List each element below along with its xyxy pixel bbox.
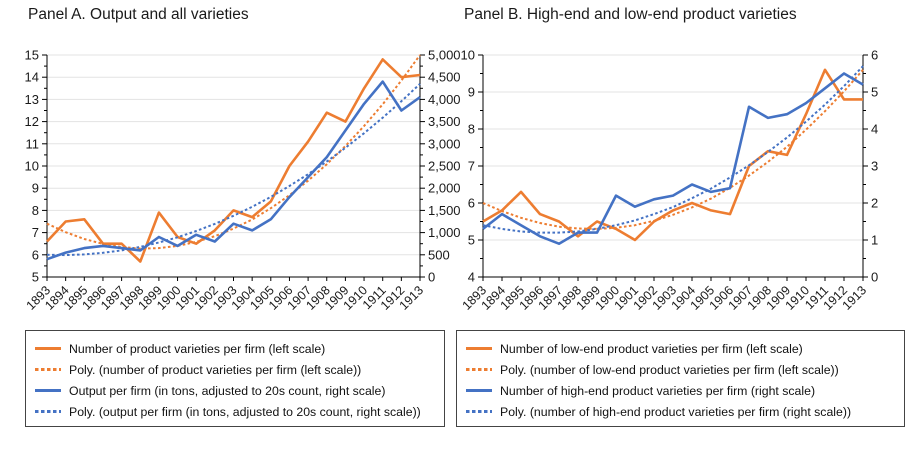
legend-label: Output per firm (in tons, adjusted to 20… <box>69 383 386 398</box>
legend-item: Poly. (output per firm (in tons, adjuste… <box>35 401 440 422</box>
panel-b-right-axis-label: 0 <box>871 270 878 285</box>
panel-b-right-axis-label: 2 <box>871 196 878 211</box>
panel-b-left-axis-label: 8 <box>468 122 475 137</box>
panel-a-right-axis-label: 3,000 <box>428 136 461 151</box>
blue-dotted-line-swatch <box>466 410 492 413</box>
panel-b-right-axis-label: 3 <box>871 159 878 174</box>
legend-item: Number of high-end product varieties per… <box>466 380 900 401</box>
legend-label: Number of high-end product varieties per… <box>500 383 816 398</box>
panel-a-series-2-solid-line <box>46 80 421 261</box>
panel-a-right-axis-label: 3,500 <box>428 114 461 129</box>
panel-b-right-axis-label: 4 <box>871 122 878 137</box>
panel-b-left-axis-label: 9 <box>468 85 475 100</box>
orange-solid-line-swatch <box>35 347 61 350</box>
panel-b-left-axis-label: 7 <box>468 159 475 174</box>
panel-a-series-0-solid-line <box>46 58 421 263</box>
panel-a-left-axis-label: 8 <box>32 203 39 218</box>
legend-label: Poly. (number of low-end product varieti… <box>500 362 839 377</box>
blue-dotted-line-swatch <box>35 410 61 413</box>
legend-item: Poly. (number of low-end product varieti… <box>466 359 900 380</box>
legend-label: Poly. (number of product varieties per f… <box>69 362 362 377</box>
panel-a-right-axis-label: 1,000 <box>428 225 461 240</box>
panel-b-series-2-solid-line <box>482 72 864 245</box>
panel-a-right-axis-label: 2,000 <box>428 181 461 196</box>
panel-a-series-1-dotted-line <box>46 54 421 250</box>
panel-b-series-1-dotted-line <box>482 69 864 230</box>
legend-label: Number of low-end product varieties per … <box>500 341 803 356</box>
panel-a-left-axis-label: 12 <box>25 114 39 129</box>
panel-a-right-axis-label: 4,000 <box>428 92 461 107</box>
legend-item: Poly. (number of high-end product variet… <box>466 401 900 422</box>
panel-b-left-axis-label: 10 <box>461 48 475 63</box>
panel-a-left-axis-label: 5 <box>32 270 39 285</box>
panel-b-series-0-solid-line <box>482 68 863 242</box>
panel-a-legend: Number of product varieties per firm (le… <box>25 330 445 427</box>
orange-solid-line-swatch <box>466 347 492 350</box>
blue-solid-line-swatch <box>466 389 492 392</box>
panel-a-right-axis-label: 2,500 <box>428 159 461 174</box>
panel-a-right-axis-label: 5,000 <box>428 48 461 63</box>
panel-a-left-axis-label: 6 <box>32 247 39 262</box>
panel-b-left-axis-label: 5 <box>468 233 475 248</box>
panel-a-right-axis-label: 1,500 <box>428 203 461 218</box>
orange-dotted-line-swatch <box>466 368 492 371</box>
panel-a-left-axis-label: 7 <box>32 225 39 240</box>
legend-label: Poly. (output per firm (in tons, adjuste… <box>69 404 421 419</box>
legend-label: Poly. (number of high-end product variet… <box>500 404 852 419</box>
panel-a-series-3-dotted-line <box>46 83 421 257</box>
legend-item: Number of product varieties per firm (le… <box>35 338 440 359</box>
panel-b-right-axis-label: 5 <box>871 85 878 100</box>
panel-b-left-axis-label: 4 <box>468 270 475 285</box>
legend-item: Poly. (number of product varieties per f… <box>35 359 440 380</box>
panel-a-left-axis-label: 13 <box>25 92 39 107</box>
panel-b-left-axis-label: 6 <box>468 196 475 211</box>
panel-a-left-axis-label: 11 <box>26 136 40 151</box>
panel-b-title: Panel B. High-end and low-end product va… <box>464 6 797 23</box>
panel-b-right-axis-label: 6 <box>871 48 878 63</box>
panel-a-right-axis-label: 4,500 <box>428 70 461 85</box>
legend-item: Number of low-end product varieties per … <box>466 338 900 359</box>
panel-a-title: Panel A. Output and all varieties <box>28 6 249 23</box>
panel-a-right-axis-label: 500 <box>428 247 450 262</box>
panel-a-left-axis-label: 9 <box>32 181 39 196</box>
orange-dotted-line-swatch <box>35 368 61 371</box>
panel-a-left-axis-label: 10 <box>25 159 39 174</box>
legend-label: Number of product varieties per firm (le… <box>69 341 326 356</box>
panel-b-series-3-dotted-line <box>482 65 864 234</box>
panel-a-left-axis-label: 14 <box>25 70 39 85</box>
legend-item: Output per firm (in tons, adjusted to 20… <box>35 380 440 401</box>
dual-panel-line-chart: 5678910111213141505001,0001,5002,0002,50… <box>24 48 879 313</box>
panel-a-left-axis-label: 15 <box>25 48 39 63</box>
panel-b-legend: Number of low-end product varieties per … <box>456 330 905 427</box>
blue-solid-line-swatch <box>35 389 61 392</box>
panel-b-right-axis-label: 1 <box>871 233 878 248</box>
panel-a-right-axis-label: 0 <box>428 270 435 285</box>
